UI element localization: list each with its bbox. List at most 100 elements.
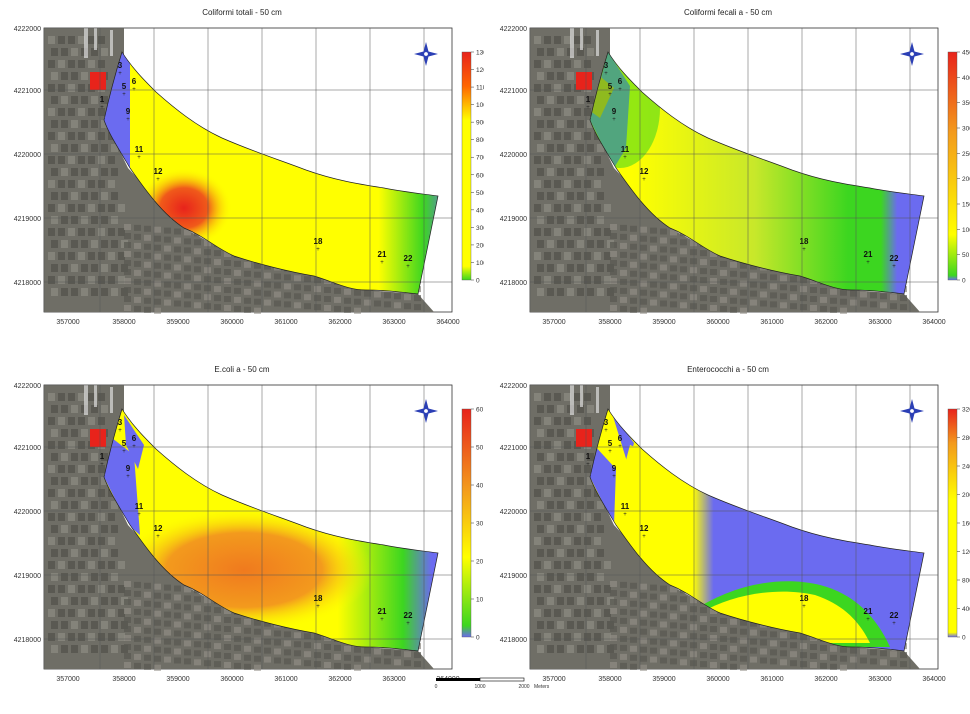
y-tick-label: 4222000 bbox=[500, 383, 527, 390]
station-label: 11 bbox=[135, 145, 144, 154]
legend-tick-label: 30 bbox=[476, 521, 484, 528]
station-marker: + bbox=[802, 247, 806, 253]
legend-tick-label: 4000 bbox=[962, 606, 970, 613]
y-tick-label: 4221000 bbox=[14, 445, 41, 452]
y-tick-label: 4221000 bbox=[500, 88, 527, 95]
scale-tick-1: 1000 bbox=[474, 684, 485, 690]
station-marker: + bbox=[866, 260, 870, 266]
station-marker: + bbox=[118, 428, 122, 434]
station-label: 5 bbox=[122, 439, 127, 448]
legend-tick-label: 900 bbox=[476, 120, 484, 127]
x-tick-label: 361000 bbox=[274, 676, 297, 683]
y-tick-label: 4220000 bbox=[500, 152, 527, 159]
legend-tick-label: 200 bbox=[962, 176, 970, 183]
station-marker: + bbox=[892, 264, 896, 270]
legend-tick-label: 28000 bbox=[962, 435, 970, 442]
legend-colorbar bbox=[461, 51, 472, 281]
x-tick-label: 360000 bbox=[220, 676, 243, 683]
y-tick-label: 4219000 bbox=[500, 573, 527, 580]
x-tick-label: 363000 bbox=[868, 676, 891, 683]
x-tick-label: 363000 bbox=[382, 676, 405, 683]
legend-tick-label: 32000 bbox=[962, 407, 970, 414]
map-panel-fec: Coliformi fecali a - 50 cm +1 +3 +5 +6 +9 +11 +… bbox=[486, 0, 970, 340]
station-label: 6 bbox=[132, 77, 137, 86]
station-label: 22 bbox=[890, 611, 899, 620]
legend-tick-label: 0 bbox=[962, 635, 966, 642]
map-panel-tot: Coliformi totali - 50 cm +1 +3 +5 +6 +9 +11 +12… bbox=[0, 0, 484, 340]
legend-tick-label: 350 bbox=[962, 100, 970, 107]
legend-tick-label: 0 bbox=[476, 278, 480, 285]
station-label: 9 bbox=[612, 107, 617, 116]
land-area bbox=[530, 385, 920, 669]
legend-colorbar bbox=[461, 408, 472, 638]
station-marker: + bbox=[608, 92, 612, 98]
legend-tick-label: 450 bbox=[962, 50, 970, 57]
x-tick-label: 364000 bbox=[436, 319, 459, 326]
station-marker: + bbox=[802, 604, 806, 610]
x-tick-label: 364000 bbox=[922, 676, 945, 683]
map-panel-ent: Enterococchi a - 50 cm +1 +3 +5 +6 +9 +11 +12 +1… bbox=[486, 357, 970, 697]
legend-colorbar bbox=[947, 51, 958, 281]
station-marker: + bbox=[380, 260, 384, 266]
station-label: 5 bbox=[608, 82, 613, 91]
station-marker: + bbox=[126, 117, 130, 123]
land-area bbox=[44, 385, 434, 669]
legend-tick-label: 400 bbox=[476, 207, 484, 214]
x-tick-label: 358000 bbox=[598, 676, 621, 683]
x-tick-label: 363000 bbox=[868, 319, 891, 326]
x-tick-label: 360000 bbox=[706, 319, 729, 326]
x-tick-label: 357000 bbox=[542, 319, 565, 326]
x-tick-label: 359000 bbox=[166, 676, 189, 683]
x-tick-label: 357000 bbox=[56, 319, 79, 326]
station-marker: + bbox=[100, 462, 104, 468]
x-tick-label: 361000 bbox=[760, 676, 783, 683]
legend-tick-label: 600 bbox=[476, 172, 484, 179]
station-marker: + bbox=[642, 177, 646, 183]
y-tick-label: 4222000 bbox=[14, 26, 41, 33]
legend-tick-label: 100 bbox=[962, 227, 970, 234]
station-marker: + bbox=[156, 177, 160, 183]
map-title: Coliformi fecali a - 50 cm bbox=[683, 8, 773, 17]
legend-tick-label: 500 bbox=[476, 190, 484, 197]
station-label: 9 bbox=[612, 464, 617, 473]
station-label: 21 bbox=[378, 250, 387, 259]
legend-tick-label: 250 bbox=[962, 151, 970, 158]
y-tick-label: 4218000 bbox=[500, 637, 527, 644]
y-tick-label: 4219000 bbox=[500, 216, 527, 223]
x-tick-label: 360000 bbox=[220, 319, 243, 326]
legend-tick-label: 16000 bbox=[962, 521, 970, 528]
station-marker: + bbox=[137, 512, 141, 518]
station-marker: + bbox=[612, 474, 616, 480]
legend-tick-label: 20000 bbox=[962, 492, 970, 499]
x-tick-label: 361000 bbox=[274, 319, 297, 326]
legend-tick-label: 400 bbox=[962, 75, 970, 82]
station-label: 3 bbox=[604, 61, 609, 70]
legend-tick-label: 0 bbox=[962, 278, 966, 285]
station-marker: + bbox=[623, 512, 627, 518]
port-hotspot bbox=[90, 429, 106, 447]
legend-tick-label: 300 bbox=[476, 225, 484, 232]
station-label: 3 bbox=[604, 418, 609, 427]
x-tick-label: 362000 bbox=[328, 676, 351, 683]
legend-tick-label: 150 bbox=[962, 202, 970, 209]
station-marker: + bbox=[406, 621, 410, 627]
land-area bbox=[44, 28, 434, 312]
y-tick-label: 4222000 bbox=[500, 26, 527, 33]
station-label: 9 bbox=[126, 464, 131, 473]
x-tick-label: 358000 bbox=[112, 676, 135, 683]
station-marker: + bbox=[586, 462, 590, 468]
station-marker: + bbox=[132, 444, 136, 450]
legend-tick-label: 10 bbox=[476, 597, 484, 604]
map-title: E.coli a - 50 cm bbox=[214, 365, 270, 374]
station-label: 12 bbox=[154, 524, 163, 533]
station-marker: + bbox=[132, 87, 136, 93]
y-tick-label: 4220000 bbox=[14, 509, 41, 516]
station-label: 6 bbox=[132, 434, 137, 443]
station-label: 6 bbox=[618, 77, 623, 86]
station-marker: + bbox=[586, 105, 590, 111]
legend-tick-label: 100 bbox=[476, 260, 484, 267]
map-figure: +1+3+5 +6+9+11+12+18+21+22422200042210004… bbox=[14, 383, 484, 683]
station-marker: + bbox=[137, 155, 141, 161]
station-label: 18 bbox=[800, 594, 809, 603]
x-tick-label: 360000 bbox=[706, 676, 729, 683]
